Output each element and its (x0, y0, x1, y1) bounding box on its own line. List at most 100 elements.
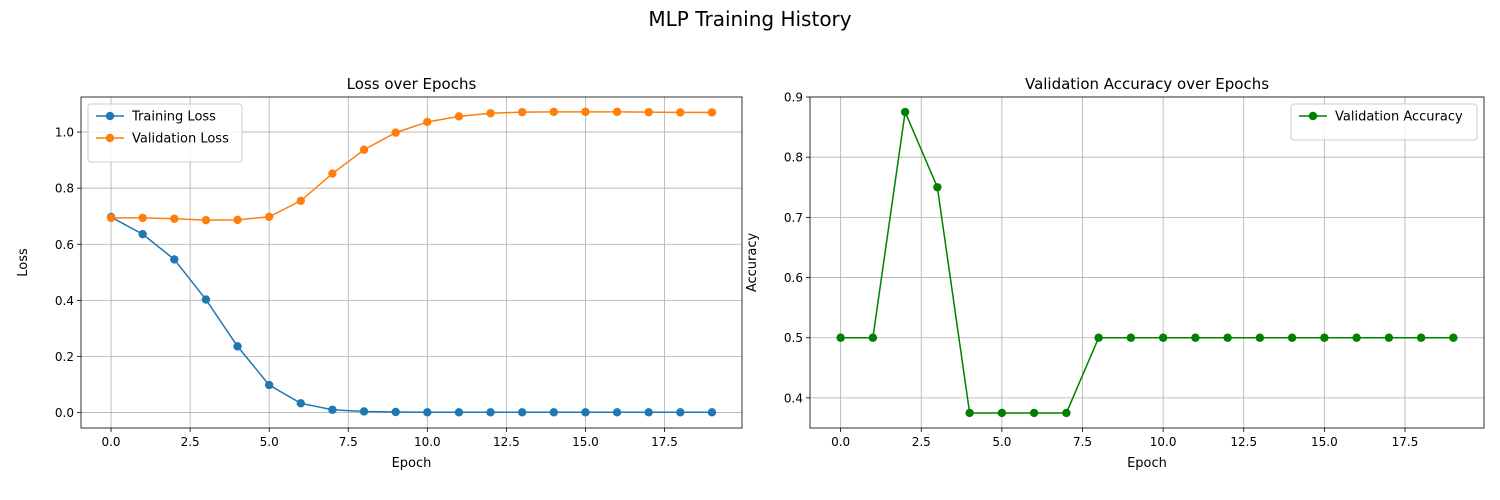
data-point (612, 408, 622, 417)
data-point (581, 408, 590, 417)
data-point (1223, 333, 1232, 342)
series-line (840, 109, 1454, 414)
data-point (106, 213, 116, 223)
legend-swatch-marker (105, 111, 115, 121)
x-tick-label: 12.5 (493, 435, 520, 449)
x-axis-label: Epoch (392, 456, 432, 471)
y-tick-label: 0.0 (55, 406, 74, 420)
x-axis-label: Epoch (1127, 456, 1167, 471)
legend: Validation Accuracy (1290, 103, 1478, 141)
data-point (486, 109, 495, 118)
data-point (1029, 408, 1039, 418)
data-point (644, 107, 653, 117)
chart-title: Loss over Epochs (347, 75, 477, 93)
data-point (933, 183, 942, 192)
data-point (517, 408, 527, 417)
data-point (868, 333, 878, 342)
x-tick-label: 7.5 (339, 435, 358, 449)
data-point (423, 408, 432, 417)
data-point (328, 169, 337, 178)
y-tick-label: 0.2 (55, 350, 74, 364)
y-tick-label: 0.8 (784, 151, 803, 165)
data-point (233, 215, 242, 225)
data-point (965, 408, 974, 418)
data-point (359, 145, 369, 154)
data-point (1255, 333, 1265, 342)
axes-frame (809, 96, 1485, 429)
legend: Training Loss Validation Loss (87, 103, 243, 163)
x-tick-label: 5.0 (260, 435, 279, 449)
data-point (676, 408, 685, 417)
data-point (138, 229, 147, 239)
data-point (233, 342, 242, 351)
data-point (391, 128, 400, 137)
y-axis-label: Accuracy (745, 233, 760, 293)
data-point (138, 213, 147, 223)
x-tick-label: 15.0 (572, 435, 599, 449)
legend-swatch-marker (1308, 111, 1318, 121)
data-point (1126, 333, 1136, 342)
data-point (707, 408, 717, 417)
data-point (170, 255, 179, 264)
legend-label: Validation Accuracy (1335, 110, 1463, 125)
data-point (486, 408, 495, 417)
data-point (997, 408, 1007, 418)
series-1 (106, 212, 717, 417)
legend-box (1290, 103, 1478, 141)
y-tick-label: 1.0 (55, 126, 74, 140)
y-tick-label: 0.5 (784, 331, 803, 345)
y-tick-label: 0.6 (55, 238, 74, 252)
x-tick-label: 2.5 (181, 435, 200, 449)
plot-area (810, 97, 1484, 428)
data-point (1320, 333, 1329, 342)
data-point (264, 212, 274, 221)
chart-title: Validation Accuracy over Epochs (1025, 75, 1269, 93)
data-point (201, 215, 211, 225)
data-point (391, 407, 400, 417)
x-tick-label: 5.0 (992, 435, 1011, 449)
data-point (1094, 333, 1103, 342)
loss-chart: 0.0 2.5 5.0 7.5 10.0 12.5 15.0 17.5 0.0 0.2 0.4 0.6… (16, 75, 743, 471)
data-point (1158, 333, 1168, 342)
series-line (111, 111, 712, 221)
data-point (1287, 333, 1297, 342)
data-point (549, 408, 559, 417)
y-tick-label: 0.8 (55, 182, 74, 196)
legend-label: Validation Loss (132, 132, 229, 147)
data-point (201, 295, 211, 304)
y-tick-label: 0.9 (784, 91, 803, 105)
legend-box (87, 103, 243, 163)
data-point (1384, 333, 1394, 342)
data-point (328, 405, 337, 414)
data-point (644, 408, 653, 417)
data-point (900, 107, 910, 117)
data-point (1352, 333, 1361, 342)
data-point (676, 108, 685, 117)
x-tick-label: 12.5 (1230, 435, 1257, 449)
y-tick-label: 0.4 (784, 391, 803, 405)
x-tick-label: 2.5 (912, 435, 931, 449)
y-axis-label: Loss (16, 248, 31, 277)
x-tick-label: 7.5 (1073, 435, 1092, 449)
data-point (1416, 333, 1426, 342)
data-point (359, 407, 369, 416)
data-point (581, 107, 590, 117)
data-point (423, 117, 432, 127)
data-point (1062, 408, 1071, 418)
accuracy-chart: 0.0 2.5 5.0 7.5 10.0 12.5 15.0 17.5 0.4 0.5 0.6 0.7… (745, 75, 1485, 471)
series-line (110, 216, 712, 414)
y-tick-label: 0.7 (784, 211, 803, 225)
figure-title: MLP Training History (648, 7, 851, 31)
data-point (454, 408, 464, 417)
x-tick-label: 17.5 (651, 435, 678, 449)
x-tick-label: 10.0 (414, 435, 441, 449)
x-tick-label: 10.0 (1150, 435, 1177, 449)
data-point (517, 107, 527, 117)
data-point (296, 399, 306, 408)
data-point (836, 333, 845, 342)
data-point (296, 196, 306, 205)
data-point (549, 107, 559, 117)
x-tick-label: 17.5 (1392, 435, 1419, 449)
data-point (454, 112, 464, 121)
